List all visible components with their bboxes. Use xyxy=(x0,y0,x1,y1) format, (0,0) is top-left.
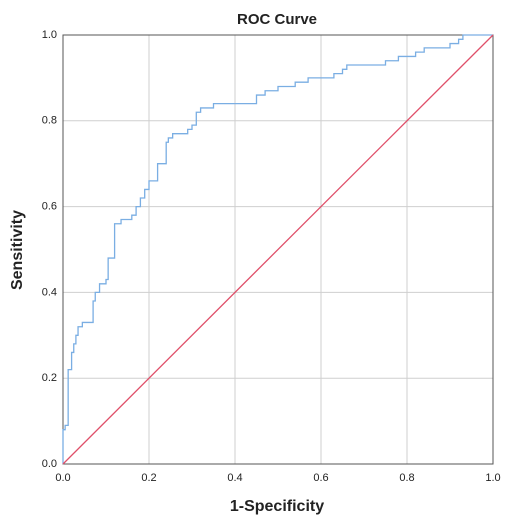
y-tick-label: 0.6 xyxy=(42,201,57,213)
x-tick-label: 0.2 xyxy=(141,472,156,484)
x-tick-label: 0.6 xyxy=(313,472,328,484)
x-tick-label: 0.0 xyxy=(55,472,70,484)
plot-frame xyxy=(62,34,494,465)
y-tick-label: 0.4 xyxy=(42,286,57,298)
series-line xyxy=(62,34,493,464)
x-tick-label: 0.4 xyxy=(227,472,242,484)
y-axis-label: Sensitivity xyxy=(9,210,26,290)
series-line xyxy=(62,34,494,465)
x-axis-label: 1-Specificity xyxy=(230,498,324,515)
y-tick-label: 0.8 xyxy=(42,115,57,127)
y-tick-label: 0.0 xyxy=(42,458,57,470)
y-tick-label: 0.2 xyxy=(42,372,57,384)
x-tick-label: 1.0 xyxy=(485,472,500,484)
chart-title: ROC Curve xyxy=(237,11,317,28)
y-tick-label: 1.0 xyxy=(42,29,57,41)
x-tick-label: 0.8 xyxy=(399,472,414,484)
